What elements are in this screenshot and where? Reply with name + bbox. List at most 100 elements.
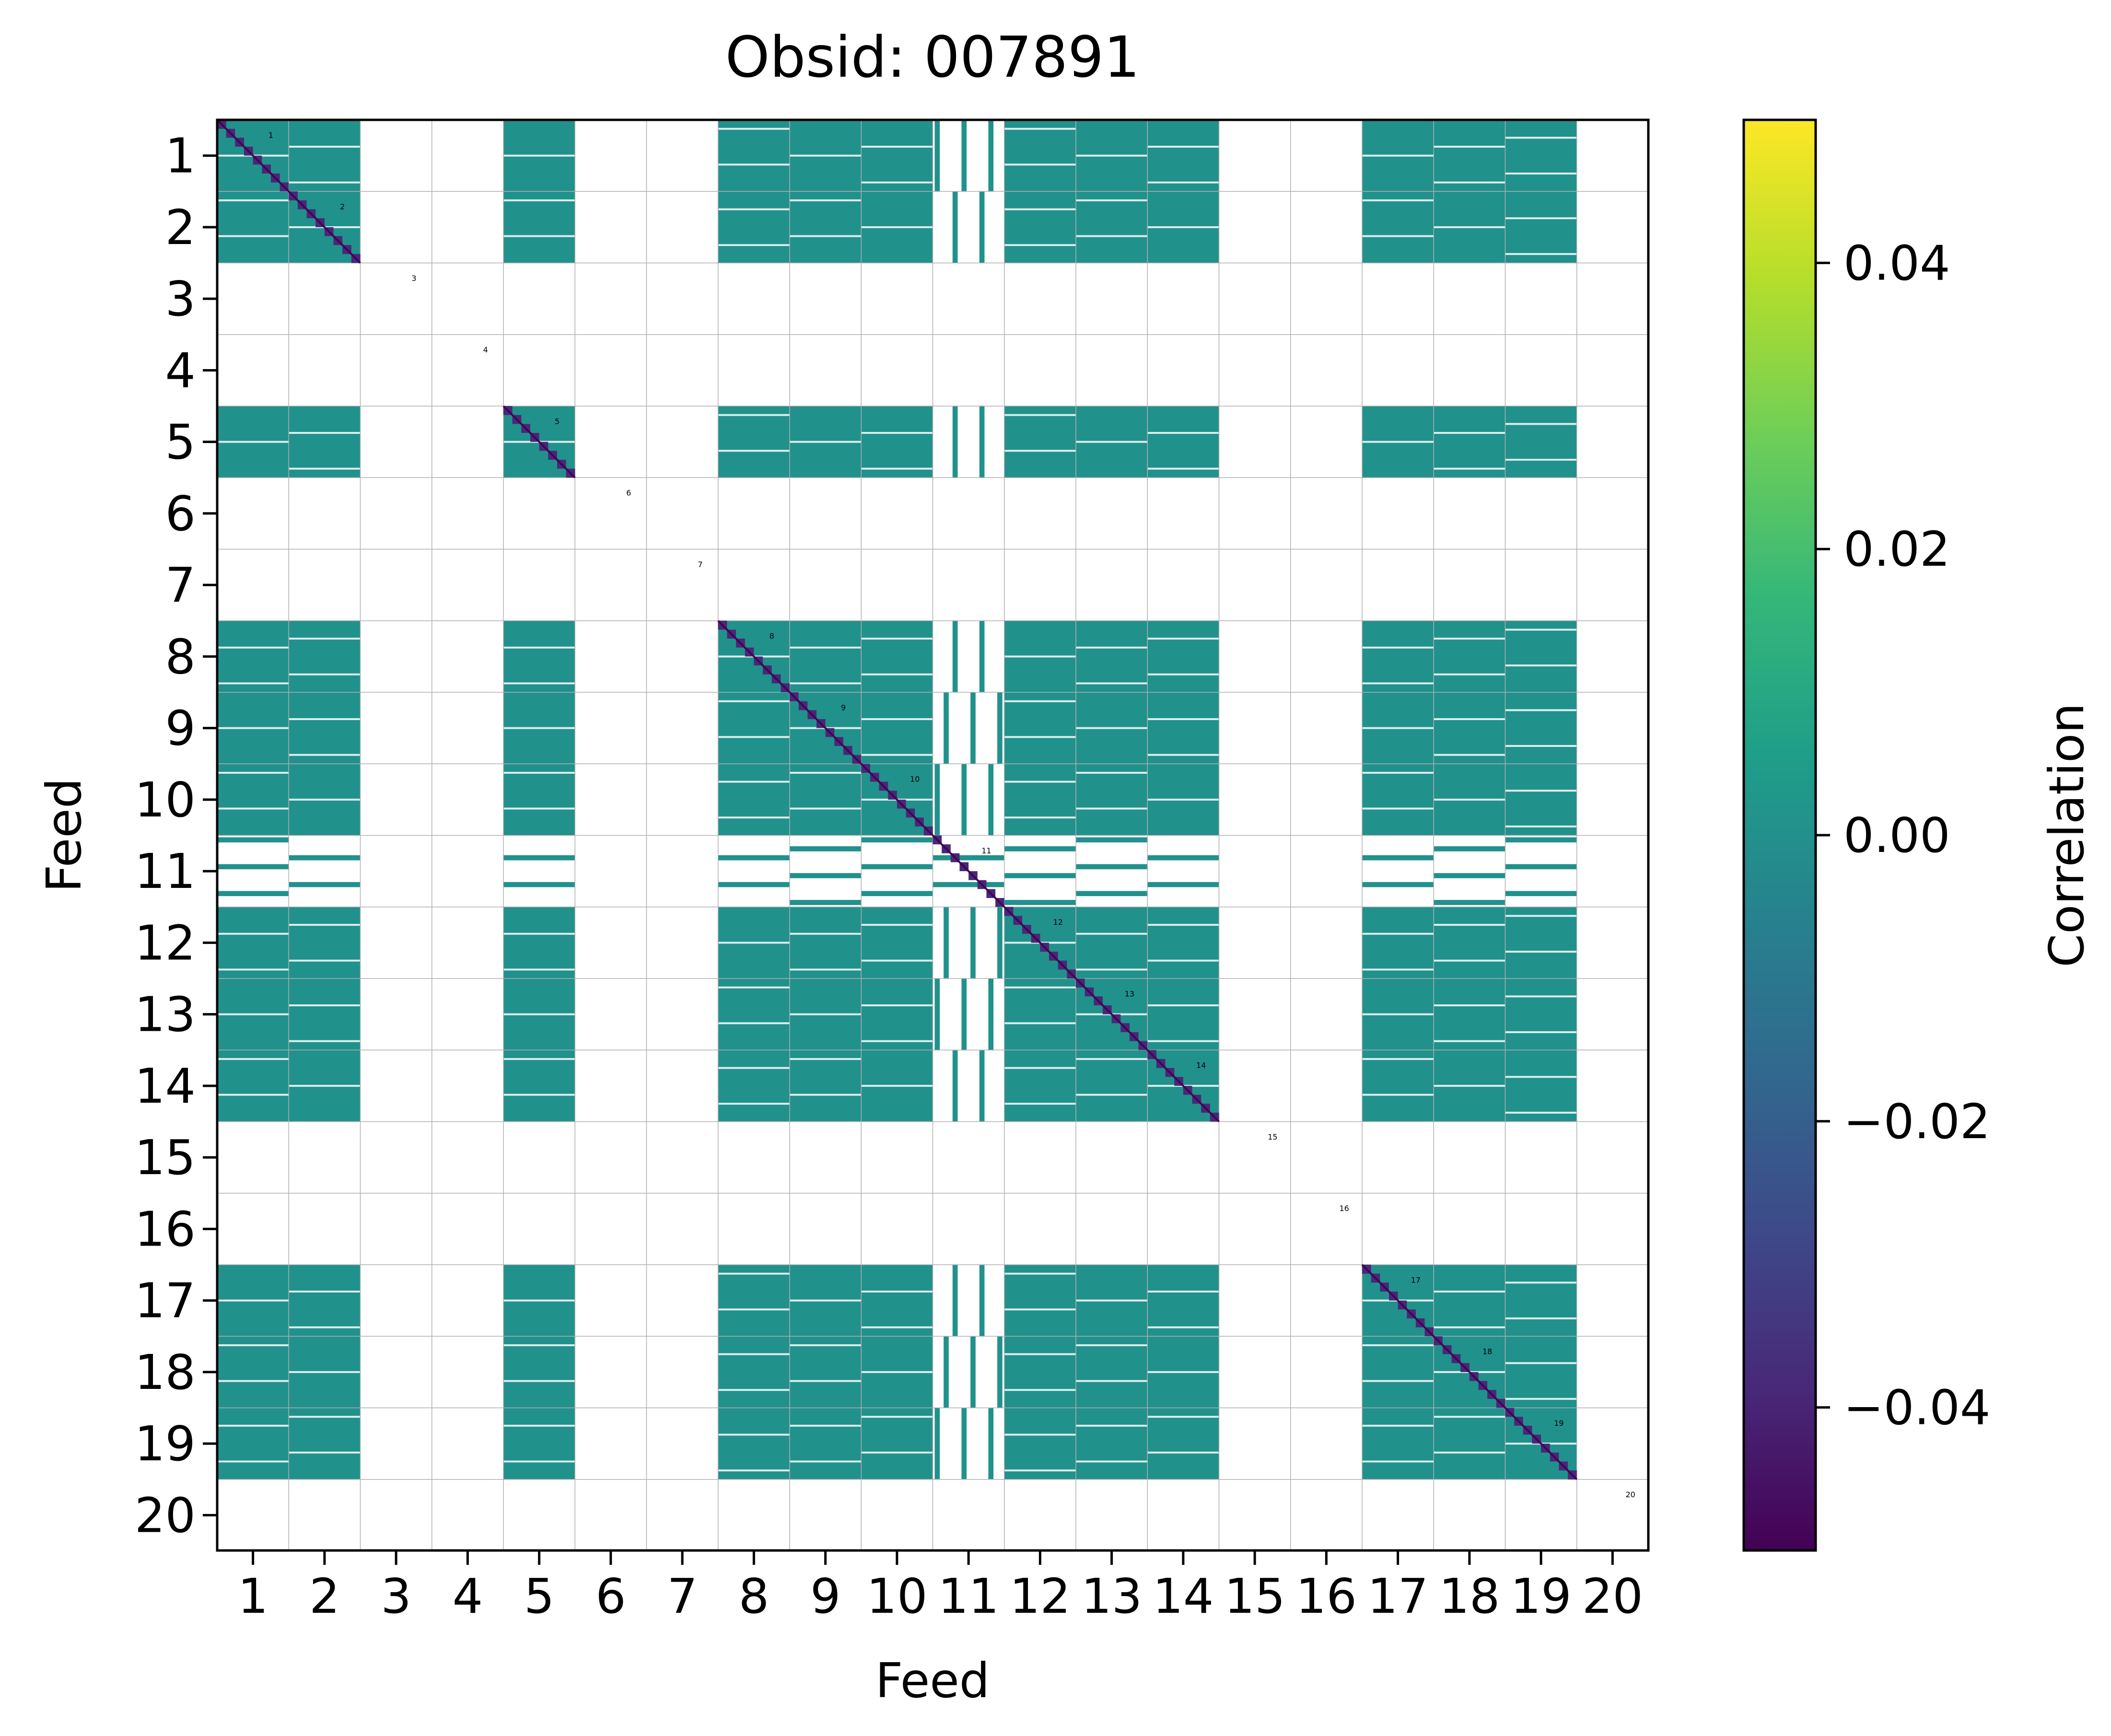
masked-strip xyxy=(1362,682,1434,685)
heatmap-cells xyxy=(217,120,1577,1480)
masked-strip xyxy=(718,700,790,702)
masked-strip xyxy=(1004,1022,1076,1025)
y-tick-label: 7 xyxy=(165,557,196,613)
masked-strip xyxy=(790,807,862,810)
masked-strip xyxy=(1362,441,1434,443)
heatmap-cell xyxy=(1004,191,1076,263)
heatmap-cell xyxy=(289,855,361,861)
masked-strip xyxy=(718,244,790,246)
masked-strip xyxy=(1505,709,1577,711)
heatmap-cell xyxy=(217,891,289,897)
masked-strip xyxy=(289,1326,361,1328)
heatmap-cell xyxy=(1076,191,1148,263)
x-tick-label: 8 xyxy=(739,1568,770,1624)
masked-strip xyxy=(217,968,289,971)
heatmap-cell xyxy=(1004,764,1076,836)
y-tick-label: 6 xyxy=(165,486,196,542)
masked-strip xyxy=(1004,414,1076,416)
masked-strip xyxy=(503,807,575,810)
heatmap-cell xyxy=(217,1336,289,1408)
heatmap-cell xyxy=(1076,837,1148,843)
heatmap-cell xyxy=(944,692,949,764)
masked-strip xyxy=(1434,798,1505,801)
heatmap-cell xyxy=(1505,837,1577,843)
masked-strip xyxy=(1004,208,1076,210)
heatmap-cell xyxy=(1434,120,1505,192)
heatmap-cell xyxy=(1362,1336,1434,1408)
masked-strip xyxy=(1076,1344,1148,1346)
heatmap-cell xyxy=(790,191,862,263)
masked-strip xyxy=(1505,137,1577,139)
masked-strip xyxy=(1434,959,1505,962)
grid-lines xyxy=(217,120,1648,1550)
masked-strip xyxy=(289,1451,361,1454)
colorbar-tick-label: −0.02 xyxy=(1843,1094,1990,1150)
diagonal-label: 18 xyxy=(1482,1347,1492,1356)
heatmap-cell xyxy=(1434,1408,1505,1480)
heatmap-cell xyxy=(503,855,575,861)
masked-strip xyxy=(217,1344,289,1346)
masked-strip xyxy=(1004,816,1076,819)
masked-strip xyxy=(289,1004,361,1006)
heatmap-cell xyxy=(934,764,940,836)
heatmap-cell xyxy=(1434,846,1505,851)
x-tick-label: 6 xyxy=(595,1568,626,1624)
masked-strip xyxy=(503,1013,575,1015)
diagonal-line xyxy=(1505,1407,1578,1480)
heatmap-cell xyxy=(718,191,790,263)
heatmap-cell xyxy=(861,837,933,843)
diagonal-label: 11 xyxy=(981,846,991,855)
heatmap-cell xyxy=(1004,846,1076,851)
masked-strip xyxy=(1362,1058,1434,1060)
heatmap-cell xyxy=(1434,907,1505,979)
heatmap-cell xyxy=(952,1050,958,1122)
masked-strip xyxy=(503,154,575,157)
heatmap-cell xyxy=(1434,692,1505,764)
masked-strip xyxy=(790,1058,862,1060)
masked-strip xyxy=(861,226,933,228)
diagonal-cells xyxy=(216,119,1578,1480)
heatmap-cell xyxy=(861,692,933,764)
masked-strip xyxy=(1147,467,1219,470)
heatmap-cell xyxy=(718,979,790,1050)
colorbar-tick-label: −0.04 xyxy=(1843,1380,1990,1436)
heatmap-cell xyxy=(1004,873,1076,878)
masked-strip xyxy=(1434,1084,1505,1087)
x-tick-label: 16 xyxy=(1296,1568,1357,1624)
heatmap-cell xyxy=(952,1265,958,1337)
masked-strip xyxy=(718,450,790,452)
masked-strip xyxy=(1147,1290,1219,1293)
masked-strip xyxy=(217,932,289,935)
y-tick-label: 11 xyxy=(135,843,196,899)
x-tick-label: 15 xyxy=(1225,1568,1285,1624)
masked-strip xyxy=(217,727,289,729)
diagonal-label: 19 xyxy=(1554,1419,1563,1428)
heatmap-cell xyxy=(861,406,933,478)
diagonal-label: 5 xyxy=(555,417,560,426)
x-tick-label: 1 xyxy=(238,1568,268,1624)
diagonal-label: 4 xyxy=(483,345,488,354)
masked-strip xyxy=(217,235,289,237)
heatmap-cell xyxy=(718,120,790,192)
masked-strip xyxy=(1362,154,1434,157)
heatmap-cell xyxy=(718,1408,790,1480)
heatmap-cell xyxy=(1505,1050,1577,1122)
masked-strip xyxy=(1076,1058,1148,1060)
diagonal-line xyxy=(1003,906,1077,979)
masked-strip xyxy=(1362,1013,1434,1015)
heatmap-cell xyxy=(503,882,575,887)
heatmap-cell xyxy=(1505,620,1577,692)
masked-strip xyxy=(503,771,575,774)
masked-strip xyxy=(289,181,361,184)
masked-strip xyxy=(790,682,862,685)
heatmap-cell xyxy=(289,1408,361,1480)
masked-strip xyxy=(790,646,862,649)
y-tick-label: 1 xyxy=(165,128,196,184)
heatmap-cell xyxy=(289,620,361,692)
masked-strip xyxy=(1362,727,1434,729)
masked-strip xyxy=(1076,1424,1148,1427)
heatmap-cell xyxy=(1147,120,1219,192)
heatmap-cell xyxy=(1362,882,1434,887)
heatmap-cell xyxy=(861,1408,933,1480)
